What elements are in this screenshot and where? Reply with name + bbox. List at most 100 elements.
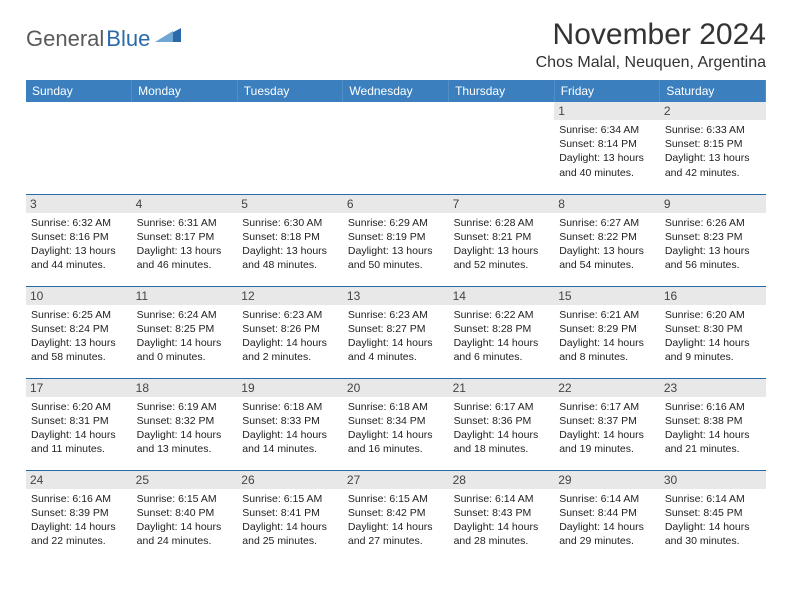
day-number: 4: [132, 195, 238, 213]
day-cell: .: [237, 102, 343, 194]
dayname-tue: Tuesday: [237, 80, 343, 102]
day-cell: 1Sunrise: 6:34 AMSunset: 8:14 PMDaylight…: [554, 102, 660, 194]
day-info: Sunrise: 6:33 AMSunset: 8:15 PMDaylight:…: [665, 123, 761, 180]
sunset-text: Sunset: 8:45 PM: [665, 506, 761, 520]
dayname-fri: Friday: [554, 80, 660, 102]
sunrise-text: Sunrise: 6:26 AM: [665, 216, 761, 230]
week-row: 3 Sunrise: 6:32 AMSunset: 8:16 PMDaylight…: [26, 194, 766, 286]
sunrise-text: Sunrise: 6:32 AM: [31, 216, 127, 230]
day-number: 11: [132, 287, 238, 305]
day-number: 18: [132, 379, 238, 397]
day-info: Sunrise: 6:20 AMSunset: 8:31 PMDaylight:…: [31, 400, 127, 457]
daylight-text: Daylight: 13 hours and 58 minutes.: [31, 336, 127, 364]
sunset-text: Sunset: 8:24 PM: [31, 322, 127, 336]
month-title: November 2024: [536, 18, 766, 52]
sunset-text: Sunset: 8:15 PM: [665, 137, 761, 151]
sunset-text: Sunset: 8:19 PM: [348, 230, 444, 244]
sunrise-text: Sunrise: 6:15 AM: [348, 492, 444, 506]
logo: GeneralBlue: [26, 26, 181, 52]
daylight-text: Daylight: 14 hours and 2 minutes.: [242, 336, 338, 364]
day-number: 23: [660, 379, 766, 397]
daylight-text: Daylight: 14 hours and 28 minutes.: [454, 520, 550, 548]
sunset-text: Sunset: 8:34 PM: [348, 414, 444, 428]
sunset-text: Sunset: 8:36 PM: [454, 414, 550, 428]
calendar-page: GeneralBlue November 2024 Chos Malal, Ne…: [0, 0, 792, 580]
day-info: Sunrise: 6:29 AMSunset: 8:19 PMDaylight:…: [348, 216, 444, 273]
day-cell: 25Sunrise: 6:15 AMSunset: 8:40 PMDayligh…: [132, 470, 238, 562]
day-cell: 10Sunrise: 6:25 AMSunset: 8:24 PMDayligh…: [26, 286, 132, 378]
sunrise-text: Sunrise: 6:23 AM: [348, 308, 444, 322]
daylight-text: Daylight: 14 hours and 0 minutes.: [137, 336, 233, 364]
day-info: Sunrise: 6:27 AMSunset: 8:22 PMDaylight:…: [559, 216, 655, 273]
sunrise-text: Sunrise: 6:16 AM: [665, 400, 761, 414]
day-cell: 20Sunrise: 6:18 AMSunset: 8:34 PMDayligh…: [343, 378, 449, 470]
daylight-text: Daylight: 13 hours and 40 minutes.: [559, 151, 655, 179]
sunrise-text: Sunrise: 6:29 AM: [348, 216, 444, 230]
sunset-text: Sunset: 8:27 PM: [348, 322, 444, 336]
day-info: Sunrise: 6:34 AMSunset: 8:14 PMDaylight:…: [559, 123, 655, 180]
sunset-text: Sunset: 8:33 PM: [242, 414, 338, 428]
day-number: 2: [660, 102, 766, 120]
day-info: Sunrise: 6:17 AMSunset: 8:36 PMDaylight:…: [454, 400, 550, 457]
day-info: Sunrise: 6:14 AMSunset: 8:44 PMDaylight:…: [559, 492, 655, 549]
sunrise-text: Sunrise: 6:19 AM: [137, 400, 233, 414]
day-number: 26: [237, 471, 343, 489]
logo-triangle-icon: [155, 26, 181, 47]
dayname-thu: Thursday: [449, 80, 555, 102]
day-number: 3: [26, 195, 132, 213]
day-info: Sunrise: 6:15 AMSunset: 8:40 PMDaylight:…: [137, 492, 233, 549]
day-number: 8: [554, 195, 660, 213]
sunset-text: Sunset: 8:14 PM: [559, 137, 655, 151]
sunrise-text: Sunrise: 6:20 AM: [665, 308, 761, 322]
day-info: Sunrise: 6:23 AMSunset: 8:26 PMDaylight:…: [242, 308, 338, 365]
day-number: 19: [237, 379, 343, 397]
day-cell: 2 Sunrise: 6:33 AMSunset: 8:15 PMDaylight…: [660, 102, 766, 194]
sunrise-text: Sunrise: 6:31 AM: [137, 216, 233, 230]
day-cell: 16 Sunrise: 6:20 AMSunset: 8:30 PMDayligh…: [660, 286, 766, 378]
day-number: 5: [237, 195, 343, 213]
sunrise-text: Sunrise: 6:14 AM: [559, 492, 655, 506]
day-number: 21: [449, 379, 555, 397]
week-row: 10Sunrise: 6:25 AMSunset: 8:24 PMDayligh…: [26, 286, 766, 378]
dayname-wed: Wednesday: [343, 80, 449, 102]
daylight-text: Daylight: 13 hours and 42 minutes.: [665, 151, 761, 179]
calendar-body: .....1Sunrise: 6:34 AMSunset: 8:14 PMDay…: [26, 102, 766, 562]
day-cell: 28Sunrise: 6:14 AMSunset: 8:43 PMDayligh…: [449, 470, 555, 562]
day-cell: 13 Sunrise: 6:23 AMSunset: 8:27 PMDayligh…: [343, 286, 449, 378]
daylight-text: Daylight: 14 hours and 18 minutes.: [454, 428, 550, 456]
day-cell: 24Sunrise: 6:16 AMSunset: 8:39 PMDayligh…: [26, 470, 132, 562]
daylight-text: Daylight: 14 hours and 4 minutes.: [348, 336, 444, 364]
day-cell: 6Sunrise: 6:29 AMSunset: 8:19 PMDaylight…: [343, 194, 449, 286]
sunset-text: Sunset: 8:30 PM: [665, 322, 761, 336]
day-cell: 27Sunrise: 6:15 AMSunset: 8:42 PMDayligh…: [343, 470, 449, 562]
day-number: 16: [660, 287, 766, 305]
daylight-text: Daylight: 14 hours and 29 minutes.: [559, 520, 655, 548]
day-cell: 17 Sunrise: 6:20 AMSunset: 8:31 PMDayligh…: [26, 378, 132, 470]
day-info: Sunrise: 6:30 AMSunset: 8:18 PMDaylight:…: [242, 216, 338, 273]
daylight-text: Daylight: 14 hours and 19 minutes.: [559, 428, 655, 456]
sunset-text: Sunset: 8:32 PM: [137, 414, 233, 428]
calendar-table: Sunday Monday Tuesday Wednesday Thursday…: [26, 80, 766, 562]
sunrise-text: Sunrise: 6:16 AM: [31, 492, 127, 506]
day-info: Sunrise: 6:32 AMSunset: 8:16 PMDaylight:…: [31, 216, 127, 273]
daylight-text: Daylight: 14 hours and 14 minutes.: [242, 428, 338, 456]
day-number: 17: [26, 379, 132, 397]
day-number: 13: [343, 287, 449, 305]
daylight-text: Daylight: 14 hours and 25 minutes.: [242, 520, 338, 548]
week-row: .....1Sunrise: 6:34 AMSunset: 8:14 PMDay…: [26, 102, 766, 194]
sunrise-text: Sunrise: 6:33 AM: [665, 123, 761, 137]
day-cell: 11Sunrise: 6:24 AMSunset: 8:25 PMDayligh…: [132, 286, 238, 378]
sunrise-text: Sunrise: 6:17 AM: [559, 400, 655, 414]
sunset-text: Sunset: 8:22 PM: [559, 230, 655, 244]
sunset-text: Sunset: 8:28 PM: [454, 322, 550, 336]
dayname-sat: Saturday: [660, 80, 766, 102]
daylight-text: Daylight: 13 hours and 50 minutes.: [348, 244, 444, 272]
sunset-text: Sunset: 8:39 PM: [31, 506, 127, 520]
sunset-text: Sunset: 8:37 PM: [559, 414, 655, 428]
daylight-text: Daylight: 14 hours and 9 minutes.: [665, 336, 761, 364]
day-cell: 9Sunrise: 6:26 AMSunset: 8:23 PMDaylight…: [660, 194, 766, 286]
day-info: Sunrise: 6:19 AMSunset: 8:32 PMDaylight:…: [137, 400, 233, 457]
daylight-text: Daylight: 13 hours and 48 minutes.: [242, 244, 338, 272]
day-info: Sunrise: 6:14 AMSunset: 8:45 PMDaylight:…: [665, 492, 761, 549]
day-cell: .: [26, 102, 132, 194]
